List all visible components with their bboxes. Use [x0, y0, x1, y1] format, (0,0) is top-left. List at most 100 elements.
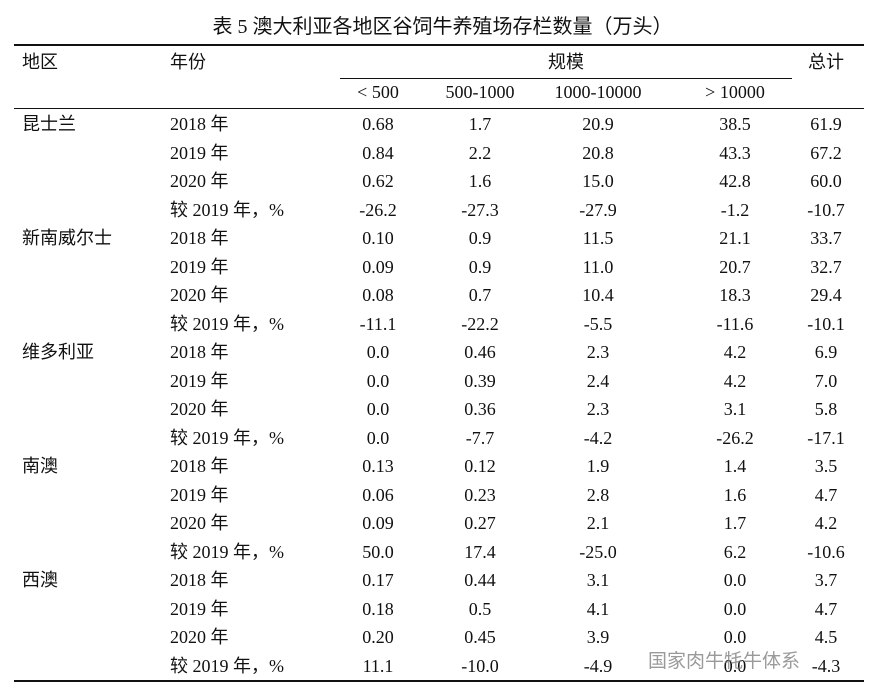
cell-value: -22.2: [461, 313, 499, 334]
cell-value: 0.9: [468, 256, 492, 277]
cell-value: 20.7: [719, 256, 751, 277]
sub-header: 1000-10000: [554, 82, 642, 102]
year-label: 2019 年: [170, 484, 229, 505]
cell-value: 2.4: [586, 370, 610, 391]
cell-value: 0.23: [464, 484, 496, 505]
cell-value: -17.1: [807, 427, 845, 448]
cell-value: -10.6: [807, 541, 845, 562]
cell-value: 0.17: [362, 570, 394, 590]
cell-value: 43.3: [719, 142, 751, 163]
cell-value: -10.1: [807, 313, 845, 334]
cell-value: 0.84: [362, 142, 394, 163]
year-label: 2020 年: [170, 513, 229, 533]
cell-value: -27.3: [461, 199, 499, 220]
cell-value: -26.2: [716, 427, 754, 448]
cell-value: 2.8: [586, 484, 610, 505]
region-name: 南澳: [22, 456, 58, 476]
cell-value: 11.0: [582, 256, 614, 277]
cell-value: -7.7: [465, 427, 495, 448]
cell-value: 2.2: [468, 142, 492, 163]
cell-value: 6.9: [814, 342, 838, 362]
table-title: 表 5 澳大利亚各地区谷饲牛养殖场存栏数量（万头）: [212, 16, 673, 38]
cell-value: 0.08: [362, 285, 394, 305]
year-label: 2020 年: [170, 285, 229, 305]
cell-value: 10.4: [582, 285, 614, 305]
cell-value: 0.68: [362, 114, 394, 134]
region-name: 昆士兰: [22, 114, 76, 134]
cell-value: 0.0: [366, 427, 390, 448]
cell-value: -10.0: [461, 655, 499, 676]
cell-value: 3.1: [723, 399, 747, 419]
year-label: 2020 年: [170, 171, 229, 191]
sub-header: > 10000: [705, 82, 765, 102]
cell-value: 0.0: [723, 655, 747, 676]
sub-rule: [340, 78, 792, 79]
cell-value: -10.7: [807, 199, 845, 220]
cell-value: 4.5: [814, 627, 838, 647]
cell-value: 0.12: [464, 456, 496, 476]
cell-value: 6.2: [723, 541, 747, 562]
cell-value: 0.10: [362, 228, 394, 248]
cell-value: 0.06: [362, 484, 394, 505]
cell-value: 0.0: [366, 399, 390, 419]
cell-value: 0.9: [468, 228, 492, 248]
cell-value: 1.6: [468, 171, 492, 191]
year-label: 2019 年: [170, 256, 229, 277]
cell-value: 0.18: [362, 598, 394, 619]
cell-value: -4.9: [583, 655, 613, 676]
cell-value: 67.2: [810, 142, 842, 163]
cell-value: 2.1: [586, 513, 610, 533]
cell-value: 0.45: [464, 627, 496, 647]
year-label: 2019 年: [170, 370, 229, 391]
cell-value: 60.0: [810, 171, 842, 191]
cell-value: -4.3: [811, 655, 841, 676]
cell-value: 11.5: [582, 228, 614, 248]
cell-value: 5.8: [814, 399, 838, 419]
cell-value: 0.7: [468, 285, 492, 305]
col-header: 年份: [170, 52, 206, 72]
year-label: 2020 年: [170, 399, 229, 419]
year-label: 2018 年: [170, 228, 229, 248]
cell-value: -5.5: [583, 313, 613, 334]
year-label: 较 2019 年，%: [170, 313, 284, 334]
sub-header: 500-1000: [445, 82, 515, 102]
cell-value: -25.0: [579, 541, 617, 562]
cell-value: 50.0: [362, 541, 394, 562]
cell-value: 20.9: [582, 114, 614, 134]
col-header: 总计: [808, 52, 844, 72]
cell-value: 42.8: [719, 171, 751, 191]
cell-value: 1.4: [723, 456, 747, 476]
region-name: 维多利亚: [22, 342, 94, 362]
header-rule: [14, 108, 864, 109]
col-header: 规模: [548, 52, 584, 72]
cell-value: 0.5: [468, 598, 492, 619]
cell-value: 20.8: [582, 142, 614, 163]
cell-value: 0.0: [723, 598, 747, 619]
sub-header: < 500: [357, 82, 399, 102]
cell-value: 1.6: [723, 484, 747, 505]
watermark: 国家肉牛牦牛体系: [648, 650, 801, 672]
cell-value: 0.0: [723, 570, 747, 590]
cell-value: 3.7: [814, 570, 838, 590]
cell-value: 1.7: [468, 114, 492, 134]
cell-value: 0.13: [362, 456, 394, 476]
cell-value: 4.7: [814, 484, 838, 505]
year-label: 2018 年: [170, 456, 229, 476]
cell-value: -11.1: [359, 313, 397, 334]
cell-value: 0.39: [464, 370, 496, 391]
cell-value: 4.1: [586, 598, 610, 619]
region-name: 西澳: [22, 570, 58, 590]
cell-value: 0.20: [362, 627, 394, 647]
cell-value: 2.3: [586, 342, 610, 362]
year-label: 2018 年: [170, 114, 229, 134]
cell-value: 1.9: [586, 456, 610, 476]
cell-value: 0.09: [362, 256, 394, 277]
cell-value: 33.7: [810, 228, 842, 248]
cell-value: 2.3: [586, 399, 610, 419]
year-label: 2020 年: [170, 627, 229, 647]
cell-value: 3.1: [586, 570, 610, 590]
cell-value: 0.44: [464, 570, 496, 590]
top-rule: [14, 44, 864, 46]
cell-value: 3.9: [586, 627, 610, 647]
cell-value: 3.5: [814, 456, 838, 476]
